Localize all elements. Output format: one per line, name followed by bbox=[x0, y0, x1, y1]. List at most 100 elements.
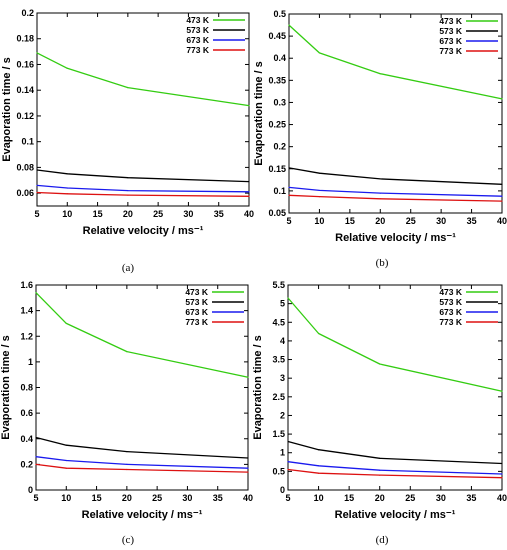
y-tick-label: 0.5 bbox=[272, 466, 285, 476]
y-tick-label: 0 bbox=[28, 485, 33, 495]
y-tick-label: 4 bbox=[280, 336, 285, 346]
x-tick-label: 30 bbox=[436, 216, 446, 226]
data-point-673-K bbox=[501, 473, 503, 475]
data-point-473-K bbox=[317, 332, 320, 335]
data-point-473-K bbox=[66, 67, 68, 69]
series-line-673-K bbox=[36, 184, 250, 193]
data-point-773-K bbox=[36, 191, 38, 194]
data-point-773-K bbox=[127, 194, 129, 196]
x-tick-label: 15 bbox=[344, 493, 354, 503]
chart-panel-4: 5 10 15 20 25 30 35 40 0 0.5 1 1.5 2 2.5 3 3.5 4 4.5 5 5.5 R… bbox=[252, 280, 507, 521]
panel-label-d: (d) bbox=[375, 534, 389, 546]
series-line-573-K bbox=[36, 169, 250, 183]
x-tick-label: 15 bbox=[345, 216, 355, 226]
y-tick-label: 0.3 bbox=[273, 97, 286, 107]
data-point-773-K bbox=[35, 463, 37, 465]
x-tick-label: 20 bbox=[122, 493, 132, 503]
data-point-773-K bbox=[501, 477, 503, 479]
data-point-573-K bbox=[287, 440, 289, 443]
x-tick-label: 20 bbox=[375, 216, 385, 226]
x-tick-label: 15 bbox=[93, 209, 103, 219]
series-line-773-K bbox=[288, 194, 503, 202]
data-point-573-K bbox=[317, 449, 320, 451]
y-tick-label: 0.1 bbox=[21, 137, 34, 147]
y-tick-label: 0.6 bbox=[20, 408, 33, 418]
legend-label: 473 K bbox=[439, 287, 463, 297]
y-tick-label: 1.6 bbox=[20, 280, 33, 290]
data-point-573-K bbox=[35, 436, 37, 439]
legend-label: 773 K bbox=[439, 317, 463, 327]
x-tick-label: 5 bbox=[33, 493, 38, 503]
y-axis-label: Evaporation time / s bbox=[0, 335, 12, 440]
x-tick-label: 30 bbox=[183, 209, 193, 219]
x-tick-label: 35 bbox=[467, 216, 477, 226]
y-tick-label: 3.5 bbox=[272, 355, 285, 365]
x-tick-label: 35 bbox=[214, 209, 224, 219]
panel-label-a: (a) bbox=[121, 262, 135, 274]
plot-frame bbox=[35, 284, 249, 491]
data-point-473-K bbox=[318, 52, 321, 54]
series-line-673-K bbox=[288, 186, 503, 197]
data-point-773-K bbox=[379, 198, 381, 200]
x-tick-label: 25 bbox=[153, 209, 163, 219]
data-point-673-K bbox=[36, 184, 38, 187]
data-point-673-K bbox=[247, 467, 249, 469]
data-point-673-K bbox=[317, 465, 320, 467]
plot-frame bbox=[287, 284, 503, 491]
y-tick-label: 0.4 bbox=[20, 434, 33, 444]
panel-label-b: (b) bbox=[375, 257, 389, 269]
data-point-673-K bbox=[66, 187, 68, 189]
data-point-573-K bbox=[379, 178, 381, 180]
legend-label: 773 K bbox=[186, 45, 210, 55]
x-tick-label: 35 bbox=[466, 493, 476, 503]
plot-frame bbox=[36, 12, 250, 207]
data-point-573-K bbox=[36, 169, 38, 171]
y-tick-label: 0.16 bbox=[16, 59, 34, 69]
x-tick-label: 40 bbox=[244, 209, 254, 219]
legend-label: 673 K bbox=[439, 36, 463, 46]
series-line-473-K bbox=[35, 292, 249, 378]
legend-label: 673 K bbox=[186, 35, 210, 45]
legend-label: 573 K bbox=[186, 25, 210, 35]
data-point-573-K bbox=[288, 167, 290, 169]
x-tick-label: 40 bbox=[497, 493, 507, 503]
y-tick-label: 0.15 bbox=[268, 164, 286, 174]
x-tick-label: 10 bbox=[314, 216, 324, 226]
y-tick-label: 0.18 bbox=[16, 34, 34, 44]
x-tick-label: 25 bbox=[405, 493, 415, 503]
x-tick-label: 40 bbox=[497, 216, 507, 226]
data-point-773-K bbox=[317, 472, 320, 474]
data-point-473-K bbox=[127, 87, 129, 89]
legend-label: 573 K bbox=[439, 26, 463, 36]
data-point-673-K bbox=[379, 469, 381, 471]
x-tick-label: 5 bbox=[34, 209, 39, 219]
series-line-673-K bbox=[287, 461, 503, 475]
series-line-773-K bbox=[35, 463, 249, 473]
series-line-773-K bbox=[287, 468, 503, 479]
series-line-473-K bbox=[36, 52, 250, 107]
y-tick-label: 2.5 bbox=[272, 392, 285, 402]
data-point-773-K bbox=[501, 200, 503, 202]
y-tick-label: 1.2 bbox=[20, 331, 33, 341]
legend-label: 673 K bbox=[439, 307, 463, 317]
x-axis-label: Relative velocity / ms⁻¹ bbox=[335, 509, 456, 521]
data-point-673-K bbox=[126, 463, 128, 465]
data-point-773-K bbox=[379, 474, 381, 476]
y-tick-label: 0.8 bbox=[20, 383, 33, 393]
data-point-673-K bbox=[248, 191, 250, 193]
data-point-573-K bbox=[318, 172, 321, 174]
legend-label: 773 K bbox=[185, 317, 209, 327]
data-point-573-K bbox=[66, 173, 68, 175]
data-point-673-K bbox=[35, 456, 37, 458]
x-tick-label: 25 bbox=[406, 216, 416, 226]
series-line-473-K bbox=[287, 297, 503, 392]
data-point-673-K bbox=[65, 459, 67, 462]
y-tick-label: 3 bbox=[280, 373, 285, 383]
y-tick-label: 4.5 bbox=[272, 317, 285, 327]
x-tick-label: 10 bbox=[314, 493, 324, 503]
y-tick-label: 0.2 bbox=[20, 459, 33, 469]
data-point-773-K bbox=[318, 196, 321, 198]
legend-label: 773 K bbox=[439, 46, 463, 56]
x-tick-label: 10 bbox=[62, 209, 72, 219]
data-point-573-K bbox=[127, 177, 129, 179]
